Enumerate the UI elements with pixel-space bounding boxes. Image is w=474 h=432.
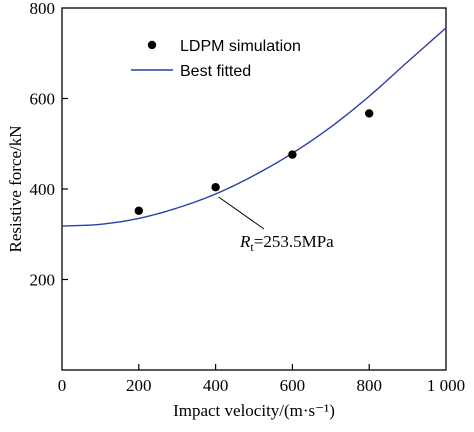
y-tick-label: 600 bbox=[30, 90, 56, 109]
y-tick-label: 400 bbox=[30, 180, 56, 199]
annotation-leader-line bbox=[218, 196, 265, 230]
x-tick-label: 400 bbox=[203, 376, 229, 395]
annotation: Rt=253.5MPa bbox=[218, 196, 334, 254]
annotation-subscript: t bbox=[250, 240, 254, 254]
y-tick-label: 200 bbox=[30, 271, 56, 290]
annotation-symbol: R bbox=[239, 232, 251, 251]
data-point bbox=[365, 109, 374, 118]
annotation-text: Rt=253.5MPa bbox=[239, 232, 334, 254]
x-tick-label: 1 000 bbox=[427, 376, 465, 395]
best-fit-line bbox=[61, 27, 447, 227]
legend-marker-ldpm bbox=[147, 40, 157, 50]
x-tick-label: 200 bbox=[126, 376, 152, 395]
annotation-value: =253.5MPa bbox=[254, 232, 334, 251]
legend-label-fit: Best fitted bbox=[180, 63, 251, 80]
legend: LDPM simulation Best fitted bbox=[131, 38, 301, 80]
tick-labels: 0 200 400 600 800 1 000 200 400 600 800 bbox=[30, 0, 466, 395]
legend-label-ldpm: LDPM simulation bbox=[180, 38, 301, 55]
y-axis-title: Resistive force/kN bbox=[6, 126, 25, 253]
x-tick-label: 800 bbox=[356, 376, 382, 395]
data-point bbox=[288, 150, 297, 159]
x-tick-label: 600 bbox=[280, 376, 306, 395]
tick-marks bbox=[62, 97, 370, 370]
data-points bbox=[134, 109, 374, 215]
plot-frame bbox=[61, 7, 447, 371]
data-point bbox=[134, 206, 143, 215]
x-tick-label: 0 bbox=[58, 376, 67, 395]
data-point bbox=[211, 182, 220, 192]
x-axis-title: Impact velocity/(m·s⁻¹) bbox=[173, 401, 335, 420]
y-tick-label: 800 bbox=[30, 0, 56, 18]
